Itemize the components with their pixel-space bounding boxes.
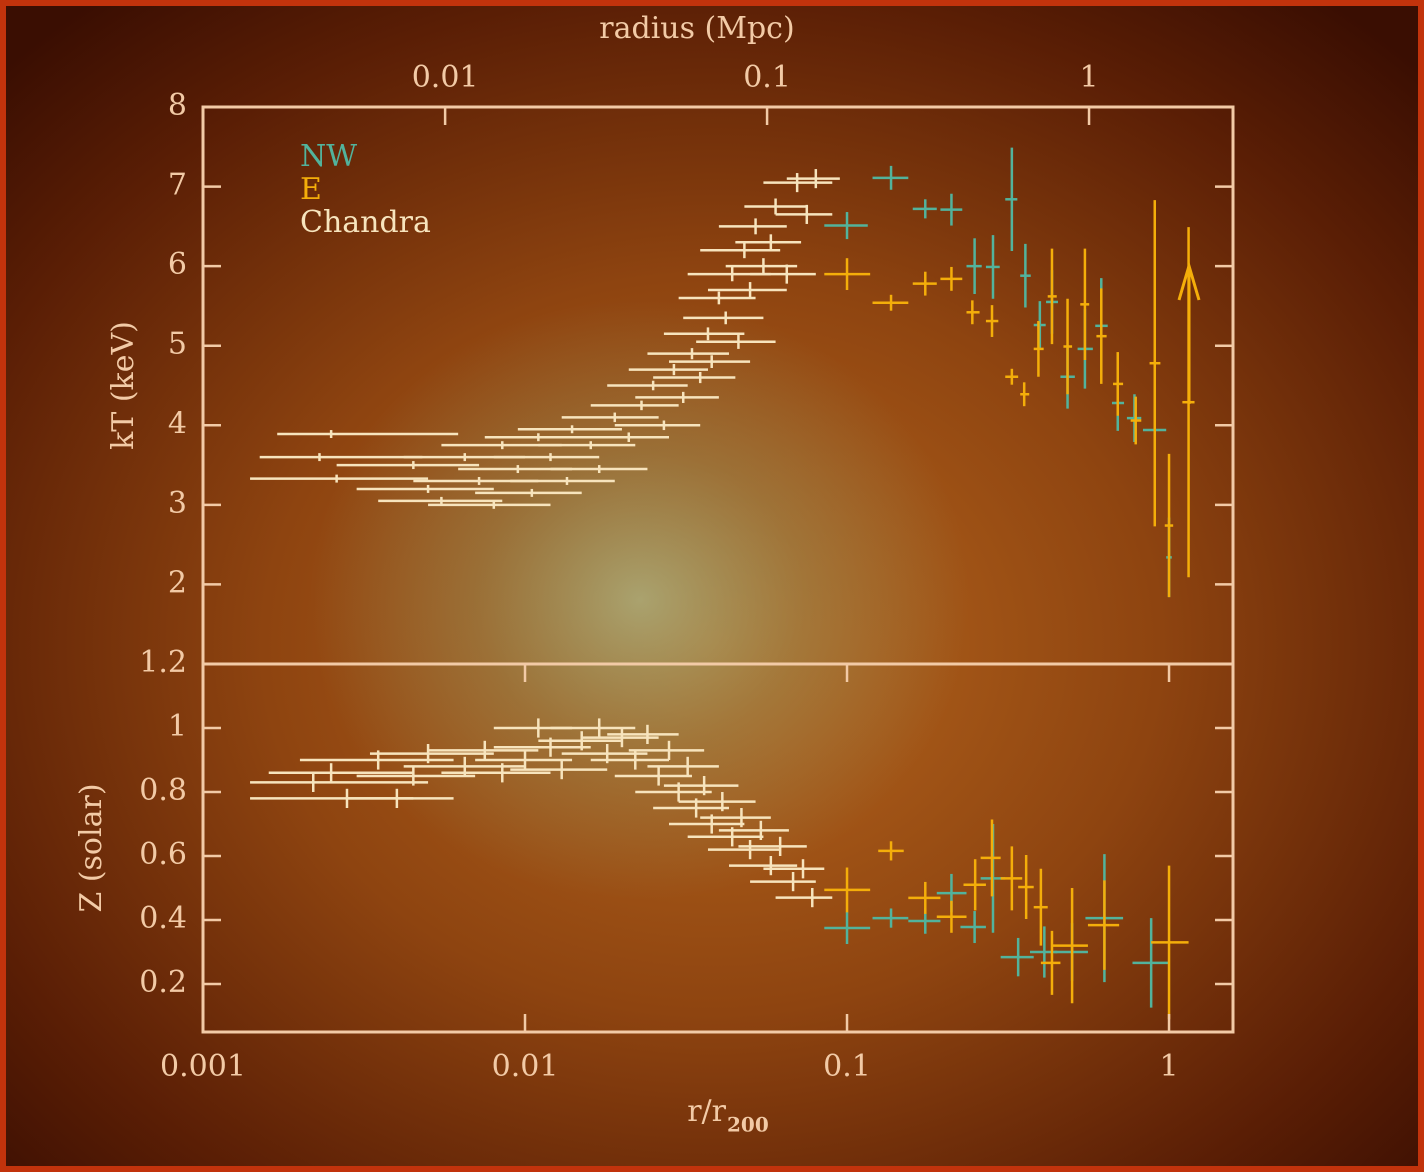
y-axis-title: kT (keV) <box>106 321 141 450</box>
legend-entry: NW <box>300 139 357 174</box>
y-tick-label: 6 <box>168 247 187 282</box>
y-tick-label: 0.4 <box>139 901 187 936</box>
x2-tick-label: 1 <box>1079 60 1098 95</box>
x2-tick-label: 0.1 <box>743 60 791 95</box>
background-glow <box>310 300 970 900</box>
y-tick-label: 1.2 <box>139 645 187 680</box>
y-tick-label: 8 <box>168 88 187 123</box>
y-tick-label: 0.8 <box>139 773 187 808</box>
x2-tick-label: 0.01 <box>412 60 479 95</box>
legend-entry: E <box>300 172 322 207</box>
x-axis-title: r/r <box>687 1094 726 1129</box>
x-tick-label: 0.001 <box>160 1049 246 1084</box>
y-tick-label: 2 <box>168 565 187 600</box>
y-axis-title: Z (solar) <box>74 783 109 912</box>
x-axis-title-subscript: 200 <box>727 1113 769 1137</box>
chart: 2 3 4 5 6 7 8 0.01 0.1 1 radius (Mpc) kT (keV) NWECh… <box>0 0 1424 1172</box>
y-tick-label: 3 <box>168 486 187 521</box>
x-tick-label: 0.01 <box>492 1049 559 1084</box>
y-tick-label: 4 <box>168 406 187 441</box>
x-tick-label: 0.1 <box>823 1049 871 1084</box>
y-tick-label: 7 <box>168 168 187 203</box>
legend-entry: Chandra <box>300 205 431 240</box>
y-tick-label: 5 <box>168 327 187 362</box>
y-tick-label: 0.2 <box>139 965 187 1000</box>
x2-axis-title: radius (Mpc) <box>599 11 794 46</box>
y-tick-label: 1 <box>168 709 187 744</box>
y-tick-label: 0.6 <box>139 837 187 872</box>
x-tick-label: 1 <box>1159 1049 1178 1084</box>
